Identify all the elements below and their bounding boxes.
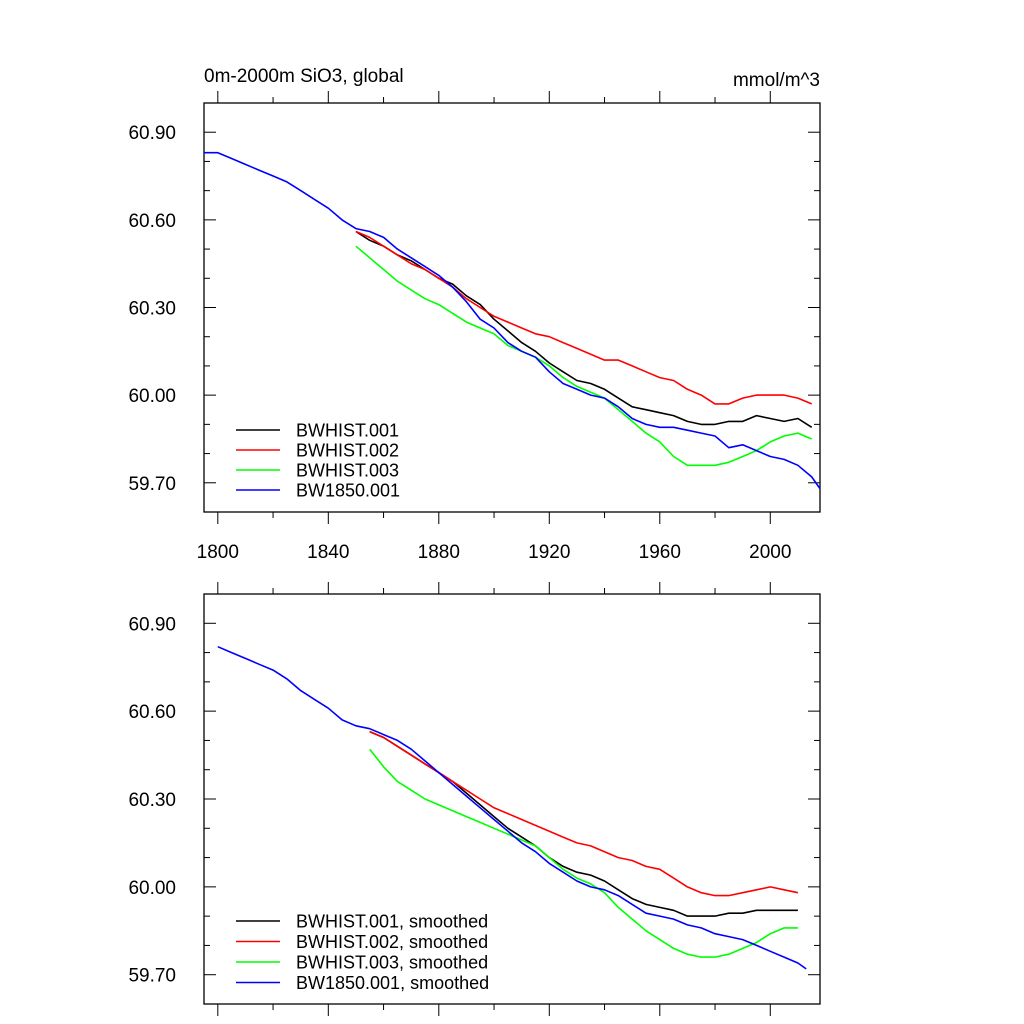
series-line-3 xyxy=(217,645,807,970)
bottom-panel: 59.70 60.00 60.30 60.60 60.90 BWHIST.001, sm… xyxy=(128,582,821,1016)
legend-label: BWHIST.001, smoothed xyxy=(296,912,488,932)
y-tick-label: 60.60 xyxy=(128,702,176,723)
x-tick-label: 1880 xyxy=(418,542,460,563)
series-line-3 xyxy=(204,151,821,490)
legend-label: BWHIST.001 xyxy=(296,421,399,441)
legend-label: BWHIST.003, smoothed xyxy=(296,953,488,973)
bottom-ticks: 59.70 60.00 60.30 60.60 60.90 xyxy=(128,582,820,1016)
series-line-1 xyxy=(369,730,799,897)
x-tick-label: 1920 xyxy=(528,542,570,563)
top-ticks: 59.70 60.00 60.30 60.60 60.90 1800 1840 1880 192… xyxy=(128,91,820,563)
y-tick-label: 60.30 xyxy=(128,299,176,320)
legend-label: BW1850.001 xyxy=(296,481,400,501)
top-chart-title: 0m-2000m SiO3, global xyxy=(204,66,404,87)
legend-label: BWHIST.002, smoothed xyxy=(296,932,488,952)
y-tick-label: 60.30 xyxy=(128,790,176,811)
series-line-0 xyxy=(369,730,798,917)
series-line-2 xyxy=(355,245,813,467)
y-tick-label: 60.00 xyxy=(128,878,176,899)
y-tick-label: 59.70 xyxy=(128,966,176,987)
bottom-series-lines xyxy=(217,645,807,970)
y-tick-label: 60.60 xyxy=(128,211,176,232)
top-series-lines xyxy=(204,151,821,490)
y-tick-label: 59.70 xyxy=(128,474,176,495)
y-tick-label: 60.90 xyxy=(128,614,176,635)
legend-label: BWHIST.003 xyxy=(296,461,399,481)
y-tick-label: 60.00 xyxy=(128,386,176,407)
legend-label: BW1850.001, smoothed xyxy=(296,973,489,993)
x-tick-label: 1840 xyxy=(307,542,349,563)
series-line-2 xyxy=(369,748,798,958)
top-chart-units: mmol/m^3 xyxy=(733,70,820,91)
series-line-1 xyxy=(355,230,813,405)
x-tick-label: 1800 xyxy=(197,542,239,563)
x-tick-label: 2000 xyxy=(749,542,791,563)
legend-label: BWHIST.002 xyxy=(296,441,399,461)
y-tick-label: 60.90 xyxy=(128,123,176,144)
x-tick-label: 1960 xyxy=(639,542,681,563)
top-panel: 0m-2000m SiO3, global mmol/m^3 59.70 60.0… xyxy=(128,66,821,563)
